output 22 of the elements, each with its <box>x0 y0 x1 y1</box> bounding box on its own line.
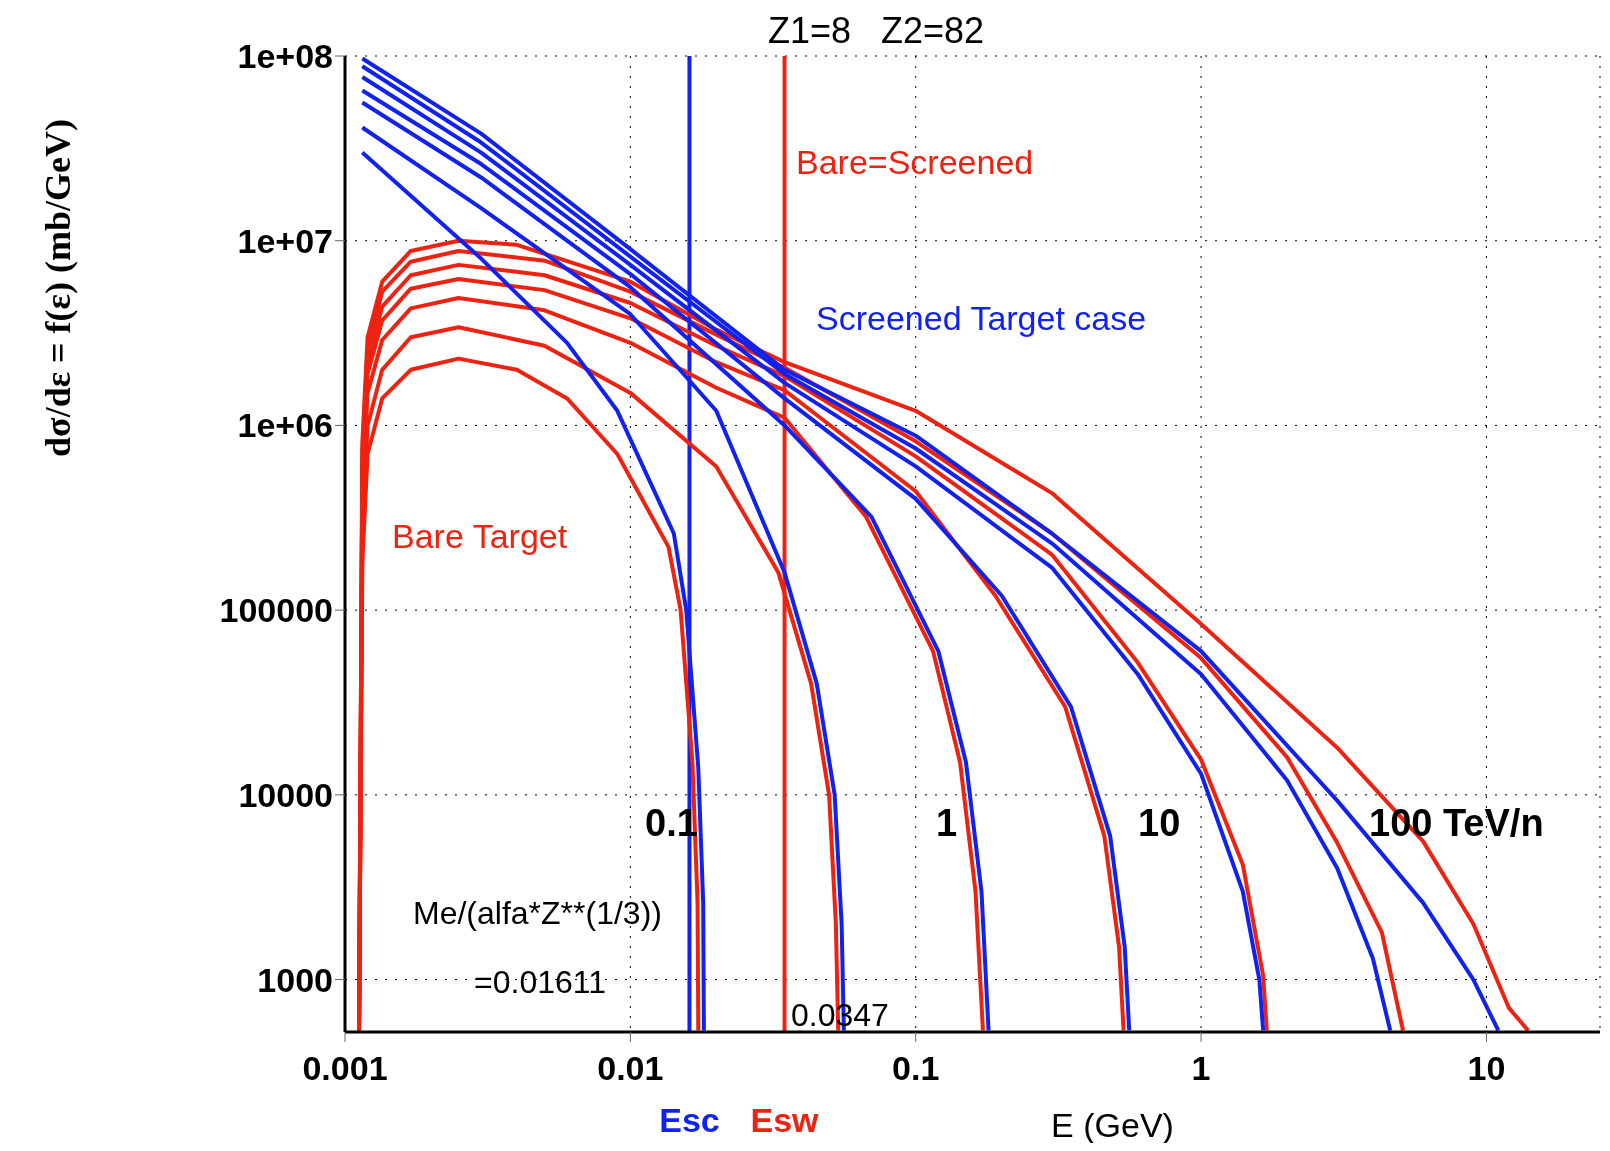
y-tick-label: 1e+06 <box>237 406 333 445</box>
x-tick-label: 1 <box>1191 1049 1211 1088</box>
annotation: Me/(alfa*Z**(1/3)) <box>413 894 662 933</box>
x-tick-label: 0.001 <box>302 1049 388 1088</box>
annotation: 10 <box>1138 801 1181 846</box>
annotation: =0.01611 <box>474 963 606 1002</box>
y-tick-label: 1e+07 <box>237 221 333 260</box>
y-tick-label: 1e+08 <box>237 37 333 76</box>
y-tick-label: 100000 <box>219 591 333 630</box>
chart-title: Z1=8 Z2=82 <box>768 10 985 52</box>
annotation: Screened Target case <box>816 298 1147 339</box>
y-axis-title: dσ/dε = f(ε) (mb/GeV) <box>37 119 79 457</box>
ref-line-label: Esw <box>750 1101 820 1139</box>
x-tick-label: 10 <box>1467 1049 1506 1088</box>
x-tick-label: 0.01 <box>597 1049 664 1088</box>
annotation: Bare=Screened <box>796 142 1034 183</box>
ref-line-label: Esc <box>659 1101 720 1139</box>
x-tick-label: 0.1 <box>892 1049 940 1088</box>
y-tick-label: 10000 <box>238 775 333 814</box>
annotation: Bare Target <box>392 516 568 557</box>
annotation: 1 <box>936 801 958 846</box>
y-tick-label: 1000 <box>257 960 333 999</box>
